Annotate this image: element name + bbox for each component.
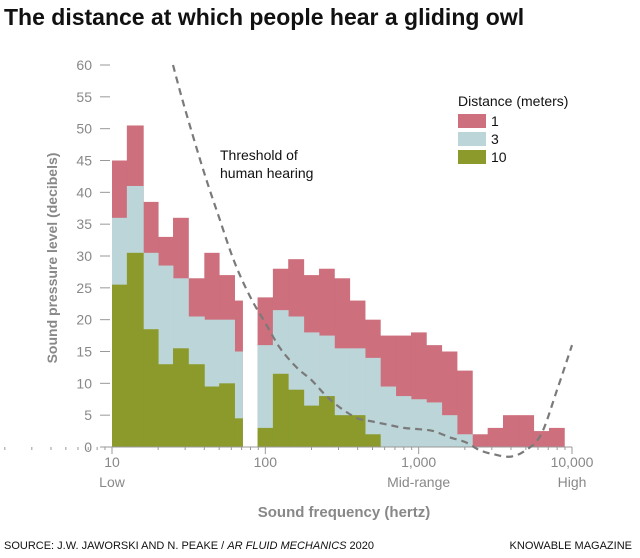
y-tick-label-45: 45: [76, 153, 92, 169]
bar-d10-13: [303, 405, 320, 447]
legend-label-d10: 10: [491, 149, 507, 165]
bar-d10-11: [272, 373, 289, 447]
bar-d10-17: [365, 434, 381, 447]
source-year: 2020: [346, 540, 375, 552]
y-tick-label-5: 5: [84, 407, 92, 423]
y-tick-label-10: 10: [76, 375, 92, 391]
bar-d1-23: [456, 370, 473, 447]
y-tick-label-30: 30: [76, 248, 92, 264]
legend-swatch-d10: [458, 150, 486, 164]
threshold-curve: [171, 64, 574, 458]
legend-label-d1: 1: [491, 113, 499, 129]
y-tick-label-50: 50: [76, 121, 92, 137]
bar-d1-28: [533, 431, 550, 447]
y-tick-label-60: 60: [76, 57, 92, 73]
threshold-label: Threshold of human hearing: [220, 147, 313, 181]
x-tick-label-10000: 10,000: [551, 454, 594, 470]
x-sublabel-1000: Mid-range: [387, 474, 450, 490]
bar-d10-10: [257, 427, 274, 447]
y-tick-label-20: 20: [76, 312, 92, 328]
bar-d10-3: [158, 364, 174, 447]
legend: Distance (meters) 1 3 10: [458, 93, 568, 165]
bar-d1-27: [518, 415, 535, 447]
bar-d10-8: [234, 418, 243, 447]
y-axis-label: Sound pressure level (decibels): [44, 153, 60, 364]
bar-d3-17: [365, 357, 381, 447]
legend-swatch-d3: [458, 132, 486, 146]
bar-d10-2: [143, 329, 159, 447]
y-tick-label-55: 55: [76, 89, 92, 105]
bar-layer: [112, 125, 565, 447]
bar-d1-25: [487, 427, 504, 447]
y-tick-label-40: 40: [76, 184, 92, 200]
bar-d10-16: [349, 415, 366, 447]
y-tick-label-15: 15: [76, 344, 92, 360]
x-tick-label-1000: 1,000: [401, 454, 436, 470]
bar-d1-24: [472, 434, 489, 447]
bar-d10-0: [112, 284, 128, 447]
bar-d1-29: [549, 427, 565, 447]
bar-d3-20: [410, 399, 427, 447]
source-prefix: SOURCE: J.W. JAWORSKI AND N. PEAKE /: [4, 540, 228, 552]
chart-title: The distance at which people hear a glid…: [4, 4, 525, 30]
legend-title: Distance (meters): [458, 93, 568, 109]
bar-d10-15: [334, 415, 351, 447]
histogram-chart: 05101520253035404550556010Low1001,000Mid…: [4, 57, 594, 521]
y-tick-label-25: 25: [76, 280, 92, 296]
x-sublabel-10: Low: [99, 474, 126, 490]
bar-d10-6: [204, 386, 220, 447]
publisher-credit: KNOWABLE MAGAZINE: [509, 540, 632, 552]
x-tick-label-10: 10: [104, 454, 120, 470]
source-credit: SOURCE: J.W. JAWORSKI AND N. PEAKE / AR …: [4, 540, 374, 552]
x-axis-label: Sound frequency (hertz): [258, 504, 431, 521]
bar-d10-5: [188, 364, 205, 447]
axis-layer: 05101520253035404550556010Low1001,000Mid…: [4, 57, 594, 490]
bar-d3-19: [395, 396, 412, 447]
bar-d10-12: [288, 389, 305, 447]
x-sublabel-10000: High: [558, 474, 587, 490]
y-tick-label-35: 35: [76, 216, 92, 232]
bar-d3-18: [380, 386, 397, 447]
bar-d10-4: [173, 348, 189, 447]
source-journal: AR FLUID MECHANICS: [227, 540, 347, 552]
bar-d1-26: [503, 415, 519, 447]
bar-d3-23: [456, 434, 473, 447]
x-tick-label-100: 100: [254, 454, 278, 470]
legend-label-d3: 3: [491, 131, 499, 147]
legend-swatch-d1: [458, 114, 486, 128]
bar-d10-7: [219, 383, 235, 447]
bar-d10-1: [126, 252, 144, 447]
bar-d3-22: [441, 415, 458, 447]
bar-d3-21: [426, 402, 443, 447]
bar-d10-14: [319, 396, 335, 447]
bar-d3-10: [257, 345, 274, 447]
bar-d3-8: [234, 351, 243, 447]
